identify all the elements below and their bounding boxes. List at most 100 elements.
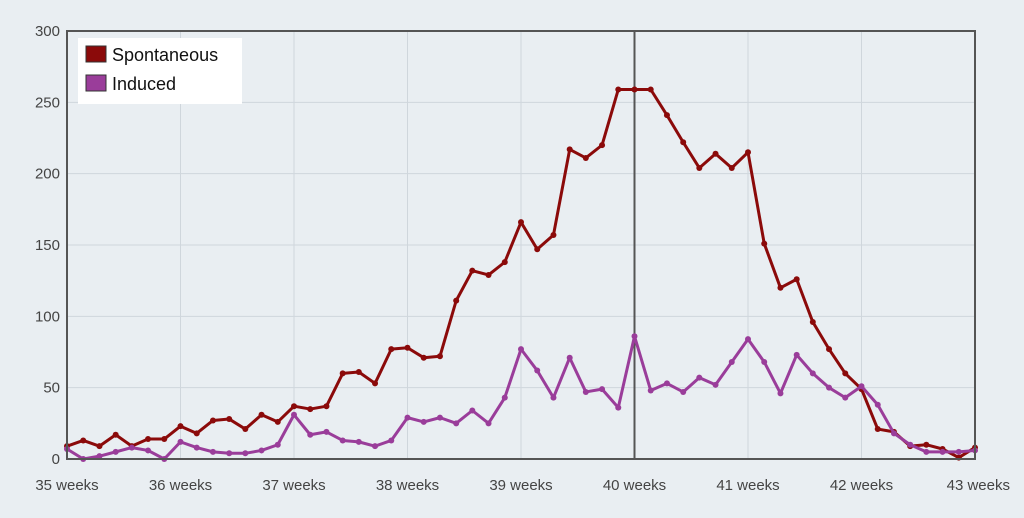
x-tick-label: 35 weeks — [35, 477, 98, 494]
data-point-induced — [907, 441, 914, 448]
data-point-induced — [923, 448, 930, 455]
y-tick-label: 200 — [35, 166, 60, 183]
data-point-induced — [339, 437, 346, 444]
data-point-induced — [209, 448, 216, 455]
data-point-spontaneous — [258, 411, 265, 418]
data-point-spontaneous — [453, 297, 460, 304]
data-point-spontaneous — [420, 354, 427, 361]
data-point-induced — [453, 420, 460, 427]
legend-label-induced: Induced — [112, 74, 176, 94]
data-point-spontaneous — [436, 353, 443, 360]
data-point-induced — [323, 428, 330, 435]
data-point-induced — [550, 394, 557, 401]
x-tick-label: 37 weeks — [262, 477, 325, 494]
data-point-spontaneous — [566, 146, 573, 153]
data-point-induced — [372, 443, 379, 450]
data-point-spontaneous — [680, 139, 687, 146]
data-point-spontaneous — [209, 417, 216, 424]
data-point-induced — [647, 387, 654, 394]
data-point-induced — [404, 414, 411, 421]
data-point-induced — [599, 386, 606, 393]
x-tick-label: 38 weeks — [376, 477, 439, 494]
data-point-spontaneous — [161, 436, 168, 443]
data-point-spontaneous — [809, 319, 816, 326]
data-point-spontaneous — [777, 284, 784, 291]
data-point-induced — [436, 414, 443, 421]
data-point-spontaneous — [307, 406, 314, 413]
data-point-spontaneous — [274, 418, 281, 425]
data-point-induced — [582, 388, 589, 395]
data-point-spontaneous — [647, 86, 654, 93]
data-point-spontaneous — [80, 437, 87, 444]
data-point-induced — [112, 448, 119, 455]
data-point-spontaneous — [550, 232, 557, 239]
data-point-induced — [663, 380, 670, 387]
y-tick-label: 50 — [43, 380, 60, 397]
data-point-induced — [274, 441, 281, 448]
data-point-induced — [501, 394, 508, 401]
data-point-induced — [485, 420, 492, 427]
data-point-spontaneous — [518, 219, 524, 226]
data-point-spontaneous — [226, 416, 233, 423]
data-point-induced — [145, 447, 152, 454]
data-point-induced — [826, 384, 833, 391]
data-point-induced — [777, 390, 784, 397]
data-point-spontaneous — [874, 426, 881, 433]
x-tick-label: 42 weeks — [830, 477, 893, 494]
data-point-spontaneous — [112, 431, 119, 438]
x-tick-label: 39 weeks — [489, 477, 552, 494]
data-point-induced — [793, 351, 800, 358]
data-point-spontaneous — [745, 149, 751, 156]
data-point-spontaneous — [372, 380, 379, 387]
data-point-induced — [842, 394, 849, 401]
data-point-induced — [291, 411, 297, 418]
data-point-spontaneous — [323, 403, 330, 410]
plot-frame — [66, 30, 976, 460]
data-point-induced — [939, 448, 946, 455]
data-point-spontaneous — [339, 370, 346, 377]
legend-swatch-induced — [85, 74, 107, 92]
data-point-spontaneous — [761, 240, 768, 247]
data-point-induced — [177, 438, 184, 445]
data-point-spontaneous — [469, 267, 476, 274]
y-axis-ticks: 0 50 100 150 200 250 300 — [35, 23, 60, 468]
data-point-spontaneous — [388, 346, 395, 353]
data-point-induced — [469, 407, 476, 414]
data-point-induced — [696, 374, 703, 381]
data-point-induced — [745, 336, 751, 343]
data-point-spontaneous — [485, 271, 492, 278]
x-tick-label: 43 weeks — [947, 477, 1010, 494]
data-point-spontaneous — [631, 86, 638, 93]
data-point-induced — [420, 418, 427, 425]
data-point-spontaneous — [177, 423, 184, 430]
data-point-induced — [518, 346, 524, 353]
data-point-induced — [96, 453, 103, 460]
data-point-induced — [631, 333, 638, 340]
data-point-induced — [258, 447, 265, 454]
legend-swatch-spontaneous — [85, 45, 107, 63]
x-tick-label: 36 weeks — [149, 477, 212, 494]
data-point-spontaneous — [842, 370, 849, 377]
data-point-induced — [193, 444, 200, 451]
data-point-induced — [761, 358, 768, 365]
data-point-spontaneous — [96, 443, 103, 450]
data-point-spontaneous — [404, 344, 411, 351]
data-point-induced — [355, 438, 362, 445]
data-point-spontaneous — [534, 246, 541, 253]
data-point-spontaneous — [923, 441, 930, 448]
data-point-induced — [566, 354, 573, 361]
data-point-induced — [858, 383, 865, 390]
x-tick-label: 41 weeks — [716, 477, 779, 494]
data-point-spontaneous — [793, 276, 800, 283]
x-axis-ticks: 35 weeks 36 weeks 37 weeks 38 weeks 39 weeks… — [35, 477, 1010, 494]
data-point-spontaneous — [663, 112, 670, 119]
data-point-spontaneous — [145, 436, 152, 443]
y-tick-label: 100 — [35, 308, 60, 325]
data-point-induced — [890, 430, 897, 437]
y-tick-label: 150 — [35, 237, 60, 254]
data-point-induced — [712, 381, 719, 388]
data-point-spontaneous — [826, 346, 833, 353]
data-point-spontaneous — [696, 164, 703, 171]
